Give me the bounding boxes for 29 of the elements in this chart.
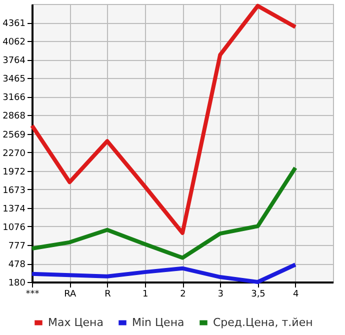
line-series — [30, 166, 298, 260]
x-tick-label: 4 — [293, 290, 300, 300]
y-tick-label: 777 — [8, 241, 26, 252]
x-tick-label: 1 — [142, 290, 148, 300]
x-tick-label: 3,5 — [251, 290, 266, 300]
line-series — [30, 4, 298, 235]
y-tick-label: 180 — [8, 278, 26, 288]
x-tick-label: 3 — [218, 290, 224, 300]
x-tick-label: *** — [26, 290, 40, 300]
legend-label: Сред.Цена, т.йен — [213, 316, 313, 329]
y-tick-label: 4361 — [2, 19, 26, 30]
y-tick-label: 478 — [8, 260, 26, 270]
legend-label: Max Цена — [48, 316, 104, 329]
x-tick-label: R — [104, 290, 111, 300]
y-tick-label: 3764 — [2, 56, 26, 66]
x-tick-label: RA — [64, 290, 77, 300]
y-tick-label: 4062 — [2, 38, 26, 48]
y-tick-label: 1972 — [2, 167, 26, 178]
line-series — [30, 262, 298, 284]
y-tick-label: 3166 — [2, 93, 26, 104]
y-tick-label: 2569 — [2, 130, 26, 140]
y-tick-label: 1673 — [2, 186, 26, 196]
x-tick-label: 2 — [180, 290, 186, 300]
legend-label: Min Цена — [132, 316, 184, 329]
y-tick-label: 1076 — [2, 222, 26, 233]
y-tick-label: 1374 — [2, 204, 26, 214]
y-tick-label: 3465 — [2, 74, 26, 85]
y-tick-label: 2868 — [2, 112, 26, 122]
y-tick-label: 2270 — [2, 148, 26, 159]
